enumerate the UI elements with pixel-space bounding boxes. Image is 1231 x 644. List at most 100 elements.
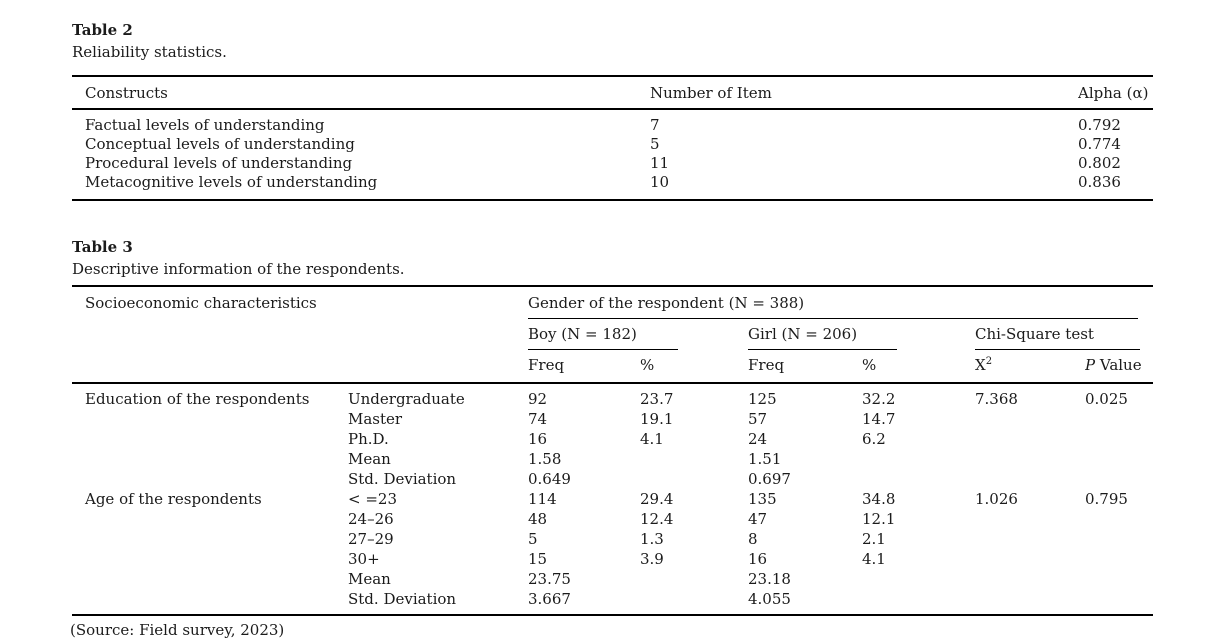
- boy-freq-cell: 5: [528, 530, 538, 548]
- girl-freq-cell: 0.697: [748, 470, 791, 488]
- table-row: Age of the respondents < =23 114 29.4 13…: [72, 489, 1153, 509]
- p-value-cell: [1085, 549, 1153, 569]
- girl-group-header: Girl (N = 206): [748, 319, 975, 350]
- girl-freq-cell: 135: [748, 490, 777, 508]
- chi-square-cell: [975, 549, 1085, 569]
- chi-square-cell: [975, 449, 1085, 469]
- chi-square-cell: [975, 429, 1085, 449]
- reliability-statistics-table: Constructs Number of Item Alpha (α) Fact…: [72, 75, 1153, 201]
- girl-freq-header: Freq: [748, 350, 862, 384]
- chi-square-cell: [975, 509, 1085, 529]
- girl-freq-cell: 1.51: [748, 450, 782, 468]
- boy-freq-cell: 0.649: [528, 470, 571, 488]
- alpha-cell: 0.774: [1078, 135, 1121, 153]
- table-row: Master 74 19.1 57 14.7: [72, 409, 1153, 429]
- category-cell: Std. Deviation: [348, 470, 457, 488]
- gender-span-label: Gender of the respondent (N = 388): [528, 294, 1139, 319]
- chi-square-cell: 1.026: [975, 490, 1018, 508]
- category-cell: < =23: [348, 490, 397, 508]
- category-cell: Mean: [348, 450, 391, 468]
- table2-header-alpha: Alpha (α): [1078, 76, 1153, 110]
- alpha-cell: 0.802: [1078, 154, 1121, 172]
- p-value-cell: [1085, 409, 1153, 429]
- boy-pct-cell: 1.3: [640, 530, 664, 548]
- table3-header-row-1: Socioeconomic characteristics Gender of …: [72, 286, 1153, 384]
- items-cell: 10: [650, 173, 670, 191]
- girl-pct-cell: [862, 449, 975, 469]
- boy-freq-cell: 74: [528, 410, 548, 428]
- girl-freq-cell: 57: [748, 410, 768, 428]
- gender-span-header: Gender of the respondent (N = 388): [528, 286, 1153, 319]
- p-value-cell: [1085, 509, 1153, 529]
- girl-freq-cell: 23.18: [748, 570, 791, 588]
- p-value-cell: [1085, 429, 1153, 449]
- p-value-cell: 0.025: [1085, 390, 1128, 408]
- boy-pct-cell: 19.1: [640, 410, 674, 428]
- table2-header-number-of-item: Number of Item: [650, 76, 1078, 110]
- boy-pct-cell: 12.4: [640, 510, 674, 528]
- items-cell: 7: [650, 116, 660, 134]
- construct-cell: Procedural levels of understanding: [85, 154, 353, 172]
- table2-title: Table 2: [72, 21, 133, 39]
- table-row: Education of the respondents Undergradua…: [72, 383, 1153, 409]
- boy-freq-cell: 15: [528, 550, 548, 568]
- table-row: Mean 1.58 1.51: [72, 449, 1153, 469]
- boy-freq-cell: 3.667: [528, 590, 571, 608]
- table3-header-row-3: Freq % Freq % X2 P Value: [72, 350, 1154, 384]
- table3-header-row-2: Boy (N = 182) Girl (N = 206) Chi-Square …: [72, 319, 1153, 350]
- girl-pct-cell: [862, 589, 975, 615]
- category-cell: Undergraduate: [348, 390, 465, 408]
- table-row: Std. Deviation 3.667 4.055: [72, 589, 1153, 615]
- girl-pct-cell: [862, 469, 975, 489]
- boy-pct-cell: [640, 469, 748, 489]
- p-value-cell: 0.795: [1085, 490, 1128, 508]
- category-cell: 24–26: [348, 510, 394, 528]
- boy-pct-cell: 3.9: [640, 550, 664, 568]
- chi-square-cell: [975, 569, 1085, 589]
- section-label: Education of the respondents: [85, 390, 310, 408]
- p-value-cell: [1085, 449, 1153, 469]
- table-row: 27–29 5 1.3 8 2.1: [72, 529, 1153, 549]
- items-cell: 5: [650, 135, 660, 153]
- boy-pct-cell: [640, 569, 748, 589]
- chi-square-cell: [975, 409, 1085, 429]
- category-cell: Mean: [348, 570, 391, 588]
- girl-pct-cell: 6.2: [862, 430, 886, 448]
- chi-square-cell: 7.368: [975, 390, 1018, 408]
- boy-pct-cell: 29.4: [640, 490, 674, 508]
- girl-pct-cell: 12.1: [862, 510, 896, 528]
- boy-freq-cell: 114: [528, 490, 557, 508]
- girl-group-label: Girl (N = 206): [748, 325, 897, 350]
- table2-caption: Reliability statistics.: [72, 43, 227, 61]
- girl-pct-cell: 14.7: [862, 410, 896, 428]
- boy-freq-cell: 16: [528, 430, 548, 448]
- table-row: Factual levels of understanding 7 0.792: [72, 109, 1153, 135]
- category-cell: Std. Deviation: [348, 590, 457, 608]
- chi-square-cell: [975, 589, 1085, 615]
- table-row: 30+ 15 3.9 16 4.1: [72, 549, 1153, 569]
- table-row: Procedural levels of understanding 11 0.…: [72, 154, 1153, 173]
- table3-title: Table 3: [72, 238, 133, 256]
- alpha-cell: 0.792: [1078, 116, 1121, 134]
- alpha-cell: 0.836: [1078, 173, 1121, 191]
- section-label: Age of the respondents: [85, 490, 262, 508]
- girl-pct-cell: 2.1: [862, 530, 886, 548]
- socioeconomic-header: Socioeconomic characteristics: [72, 286, 528, 384]
- boy-freq-cell: 92: [528, 390, 548, 408]
- boy-pct-cell: [640, 589, 748, 615]
- girl-freq-cell: 4.055: [748, 590, 791, 608]
- table-row: Mean 23.75 23.18: [72, 569, 1153, 589]
- category-cell: 30+: [348, 550, 380, 568]
- chi-square-cell: [975, 529, 1085, 549]
- table2-header-constructs: Constructs: [72, 76, 650, 110]
- p-value-cell: [1085, 529, 1153, 549]
- chi-square-stat-header: X2: [975, 350, 1085, 384]
- table2-section: Table 2 Reliability statistics. Construc…: [72, 21, 1153, 201]
- category-cell: Ph.D.: [348, 430, 389, 448]
- descriptive-information-table: Socioeconomic characteristics Gender of …: [72, 285, 1154, 616]
- construct-cell: Metacognitive levels of understanding: [85, 173, 378, 191]
- table-row: Conceptual levels of understanding 5 0.7…: [72, 135, 1153, 154]
- p-value-cell: [1085, 469, 1153, 489]
- girl-pct-cell: 32.2: [862, 390, 896, 408]
- table2-header-row: Constructs Number of Item Alpha (α): [72, 76, 1153, 110]
